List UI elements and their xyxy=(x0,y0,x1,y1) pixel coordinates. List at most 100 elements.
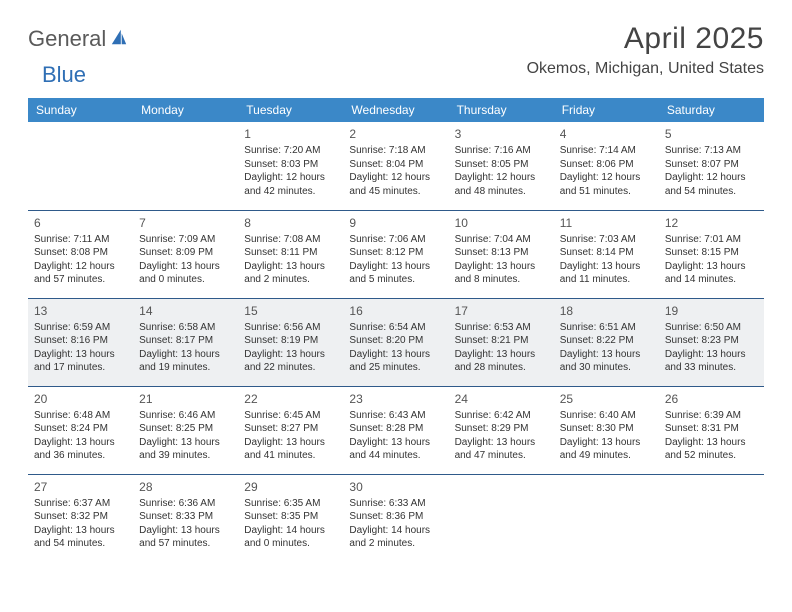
sunset-line: Sunset: 8:17 PM xyxy=(139,334,232,348)
calendar-cell xyxy=(28,122,133,210)
calendar-cell xyxy=(133,122,238,210)
calendar-cell: 17Sunrise: 6:53 AMSunset: 8:21 PMDayligh… xyxy=(449,298,554,386)
day-number: 5 xyxy=(665,126,758,142)
calendar-cell: 10Sunrise: 7:04 AMSunset: 8:13 PMDayligh… xyxy=(449,210,554,298)
sunrise-line: Sunrise: 6:54 AM xyxy=(349,321,442,335)
calendar-cell: 27Sunrise: 6:37 AMSunset: 8:32 PMDayligh… xyxy=(28,474,133,562)
sunset-line: Sunset: 8:27 PM xyxy=(244,422,337,436)
calendar-cell: 16Sunrise: 6:54 AMSunset: 8:20 PMDayligh… xyxy=(343,298,448,386)
sunrise-line: Sunrise: 7:06 AM xyxy=(349,233,442,247)
day-number: 1 xyxy=(244,126,337,142)
day-number: 10 xyxy=(455,215,548,231)
daylight-line: Daylight: 13 hours and 57 minutes. xyxy=(139,524,232,551)
daylight-line: Daylight: 13 hours and 39 minutes. xyxy=(139,436,232,463)
calendar-cell xyxy=(659,474,764,562)
calendar-row: 13Sunrise: 6:59 AMSunset: 8:16 PMDayligh… xyxy=(28,298,764,386)
sunrise-line: Sunrise: 6:56 AM xyxy=(244,321,337,335)
day-number: 14 xyxy=(139,303,232,319)
location: Okemos, Michigan, United States xyxy=(527,60,764,78)
sunset-line: Sunset: 8:19 PM xyxy=(244,334,337,348)
col-header: Thursday xyxy=(449,98,554,122)
calendar-cell: 6 Sunrise: 7:11 AMSunset: 8:08 PMDaylight… xyxy=(28,210,133,298)
sunset-line: Sunset: 8:04 PM xyxy=(349,158,442,172)
day-number: 23 xyxy=(349,391,442,407)
daylight-line: Daylight: 13 hours and 47 minutes. xyxy=(455,436,548,463)
calendar-cell: 2Sunrise: 7:18 AMSunset: 8:04 PMDaylight… xyxy=(343,122,448,210)
daylight-line: Daylight: 12 hours and 54 minutes. xyxy=(665,171,758,198)
daylight-line: Daylight: 13 hours and 8 minutes. xyxy=(455,260,548,287)
daylight-line: Daylight: 12 hours and 57 minutes. xyxy=(34,260,127,287)
sunrise-line: Sunrise: 6:35 AM xyxy=(244,497,337,511)
sunrise-line: Sunrise: 7:04 AM xyxy=(455,233,548,247)
sunset-line: Sunset: 8:21 PM xyxy=(455,334,548,348)
sunrise-line: Sunrise: 6:48 AM xyxy=(34,409,127,423)
calendar-cell: 7Sunrise: 7:09 AMSunset: 8:09 PMDaylight… xyxy=(133,210,238,298)
sunset-line: Sunset: 8:30 PM xyxy=(560,422,653,436)
sunrise-line: Sunrise: 7:03 AM xyxy=(560,233,653,247)
daylight-line: Daylight: 12 hours and 45 minutes. xyxy=(349,171,442,198)
sunset-line: Sunset: 8:35 PM xyxy=(244,510,337,524)
sunset-line: Sunset: 8:36 PM xyxy=(349,510,442,524)
sunset-line: Sunset: 8:07 PM xyxy=(665,158,758,172)
calendar-cell: 19Sunrise: 6:50 AMSunset: 8:23 PMDayligh… xyxy=(659,298,764,386)
col-header: Saturday xyxy=(659,98,764,122)
sunset-line: Sunset: 8:33 PM xyxy=(139,510,232,524)
daylight-line: Daylight: 13 hours and 44 minutes. xyxy=(349,436,442,463)
logo-sail-icon xyxy=(110,28,128,46)
sunrise-line: Sunrise: 6:37 AM xyxy=(34,497,127,511)
calendar-table: Sunday Monday Tuesday Wednesday Thursday… xyxy=(28,98,764,562)
sunset-line: Sunset: 8:09 PM xyxy=(139,246,232,260)
calendar-cell: 24Sunrise: 6:42 AMSunset: 8:29 PMDayligh… xyxy=(449,386,554,474)
sunset-line: Sunset: 8:06 PM xyxy=(560,158,653,172)
day-number: 25 xyxy=(560,391,653,407)
day-number: 2 xyxy=(349,126,442,142)
calendar-cell: 21Sunrise: 6:46 AMSunset: 8:25 PMDayligh… xyxy=(133,386,238,474)
day-number: 8 xyxy=(244,215,337,231)
sunrise-line: Sunrise: 7:09 AM xyxy=(139,233,232,247)
col-header: Tuesday xyxy=(238,98,343,122)
sunrise-line: Sunrise: 6:45 AM xyxy=(244,409,337,423)
daylight-line: Daylight: 13 hours and 0 minutes. xyxy=(139,260,232,287)
calendar-cell: 12Sunrise: 7:01 AMSunset: 8:15 PMDayligh… xyxy=(659,210,764,298)
sunset-line: Sunset: 8:08 PM xyxy=(34,246,127,260)
sunset-line: Sunset: 8:15 PM xyxy=(665,246,758,260)
day-number: 9 xyxy=(349,215,442,231)
sunrise-line: Sunrise: 6:59 AM xyxy=(34,321,127,335)
daylight-line: Daylight: 13 hours and 2 minutes. xyxy=(244,260,337,287)
daylight-line: Daylight: 12 hours and 51 minutes. xyxy=(560,171,653,198)
calendar-cell: 4Sunrise: 7:14 AMSunset: 8:06 PMDaylight… xyxy=(554,122,659,210)
sunset-line: Sunset: 8:20 PM xyxy=(349,334,442,348)
calendar-cell: 28Sunrise: 6:36 AMSunset: 8:33 PMDayligh… xyxy=(133,474,238,562)
sunrise-line: Sunrise: 7:11 AM xyxy=(34,233,127,247)
daylight-line: Daylight: 13 hours and 49 minutes. xyxy=(560,436,653,463)
calendar-cell: 13Sunrise: 6:59 AMSunset: 8:16 PMDayligh… xyxy=(28,298,133,386)
calendar-cell: 14 Sunrise: 6:58 AMSunset: 8:17 PMDayligh… xyxy=(133,298,238,386)
sunset-line: Sunset: 8:14 PM xyxy=(560,246,653,260)
sunset-line: Sunset: 8:03 PM xyxy=(244,158,337,172)
daylight-line: Daylight: 14 hours and 0 minutes. xyxy=(244,524,337,551)
day-number: 19 xyxy=(665,303,758,319)
calendar-cell: 9Sunrise: 7:06 AMSunset: 8:12 PMDaylight… xyxy=(343,210,448,298)
day-number: 21 xyxy=(139,391,232,407)
calendar-body: 1Sunrise: 7:20 AMSunset: 8:03 PMDaylight… xyxy=(28,122,764,562)
sunset-line: Sunset: 8:12 PM xyxy=(349,246,442,260)
sunrise-line: Sunrise: 6:58 AM xyxy=(139,321,232,335)
day-number: 16 xyxy=(349,303,442,319)
daylight-line: Daylight: 13 hours and 41 minutes. xyxy=(244,436,337,463)
day-number: 6 xyxy=(34,215,127,231)
daylight-line: Daylight: 13 hours and 14 minutes. xyxy=(665,260,758,287)
sunset-line: Sunset: 8:23 PM xyxy=(665,334,758,348)
sunset-line: Sunset: 8:29 PM xyxy=(455,422,548,436)
col-header: Sunday xyxy=(28,98,133,122)
calendar-cell: 25Sunrise: 6:40 AMSunset: 8:30 PMDayligh… xyxy=(554,386,659,474)
month-title: April 2025 xyxy=(527,22,764,56)
day-number: 28 xyxy=(139,479,232,495)
daylight-line: Daylight: 12 hours and 42 minutes. xyxy=(244,171,337,198)
daylight-line: Daylight: 13 hours and 19 minutes. xyxy=(139,348,232,375)
sunrise-line: Sunrise: 7:14 AM xyxy=(560,144,653,158)
sunrise-line: Sunrise: 6:53 AM xyxy=(455,321,548,335)
sunrise-line: Sunrise: 7:01 AM xyxy=(665,233,758,247)
daylight-line: Daylight: 14 hours and 2 minutes. xyxy=(349,524,442,551)
col-header: Monday xyxy=(133,98,238,122)
day-number: 22 xyxy=(244,391,337,407)
